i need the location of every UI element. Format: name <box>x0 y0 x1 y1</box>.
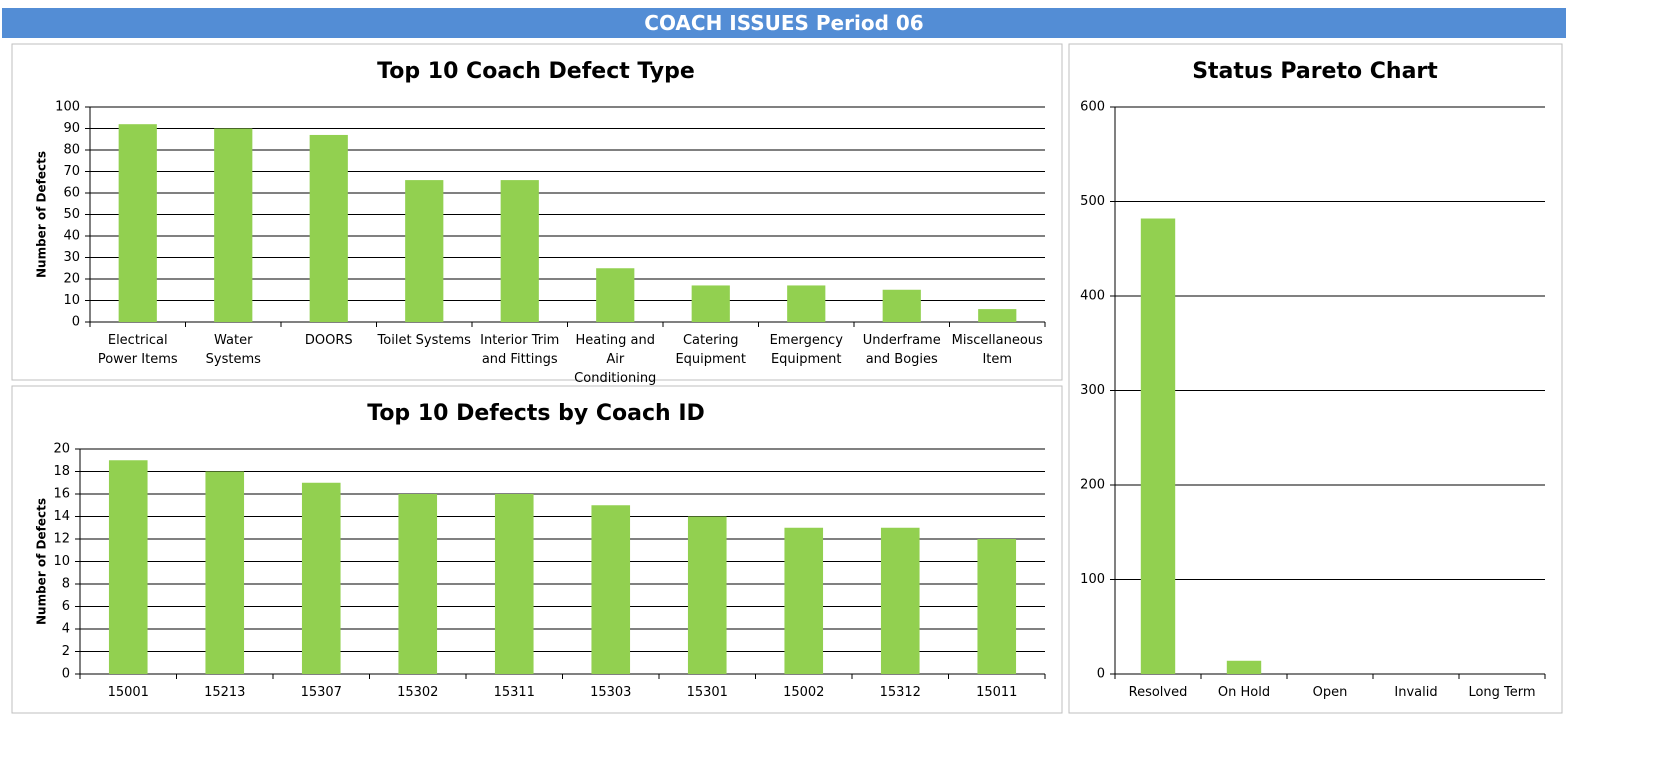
y-tick-label: 0 <box>1097 667 1105 682</box>
y-tick-label: 16 <box>53 487 70 502</box>
y-tick-label: 70 <box>63 164 80 179</box>
y-tick-label: 400 <box>1080 289 1105 304</box>
x-tick-label: Electrical Power Items <box>97 333 178 367</box>
x-tick-label: Invalid <box>1394 685 1438 700</box>
bar <box>787 285 826 322</box>
x-tick-label: 15011 <box>976 685 1018 700</box>
y-tick-label: 20 <box>53 442 70 457</box>
x-tick-label: Interior Trim and Fittings <box>480 333 560 367</box>
chart-title: Top 10 Coach Defect Type <box>377 59 695 84</box>
bar <box>784 527 824 674</box>
y-tick-label: 14 <box>53 509 70 524</box>
y-tick-label: 12 <box>53 532 70 547</box>
bar <box>301 482 341 674</box>
chart-title: Status Pareto Chart <box>1192 59 1438 84</box>
y-axis-label: Number of Defects <box>35 498 49 625</box>
x-tick-label: Long Term <box>1468 685 1536 700</box>
bar <box>687 516 727 674</box>
y-tick-label: 0 <box>72 315 80 330</box>
x-tick-label: Underframe and Bogies <box>862 333 941 367</box>
bar <box>591 505 631 674</box>
x-tick-label: 15213 <box>204 685 246 700</box>
x-tick-label: 15002 <box>783 685 825 700</box>
bar <box>309 134 348 322</box>
y-tick-label: 20 <box>63 272 80 287</box>
x-tick-label: Resolved <box>1128 685 1188 700</box>
x-tick-label: Emergency Equipment <box>769 333 843 367</box>
y-tick-label: 600 <box>1080 100 1105 115</box>
bar <box>108 460 148 674</box>
bar <box>205 471 245 674</box>
y-tick-label: 200 <box>1080 478 1105 493</box>
bar <box>118 124 157 322</box>
bar <box>1226 660 1262 674</box>
bar <box>1140 218 1176 674</box>
bar <box>882 289 921 322</box>
x-tick-label: On Hold <box>1217 685 1271 700</box>
x-tick-label: 15001 <box>107 685 149 700</box>
bar <box>500 180 539 322</box>
y-tick-label: 10 <box>63 293 80 308</box>
y-tick-label: 18 <box>53 464 70 479</box>
y-tick-label: 2 <box>62 644 70 659</box>
y-tick-label: 0 <box>62 667 70 682</box>
bar <box>214 128 253 322</box>
x-tick-label: 15302 <box>397 685 439 700</box>
bar <box>405 180 444 322</box>
x-tick-label: 15301 <box>686 685 728 700</box>
y-tick-label: 80 <box>63 143 80 158</box>
y-tick-label: 90 <box>63 121 80 136</box>
y-tick-label: 100 <box>55 100 80 115</box>
y-tick-label: 500 <box>1080 194 1105 209</box>
y-tick-label: 40 <box>63 229 80 244</box>
dashboard-title: COACH ISSUES Period 06 <box>2 8 1566 38</box>
x-tick-label: Heating and Air Conditioning <box>574 333 657 386</box>
y-tick-label: 10 <box>53 554 70 569</box>
x-tick-label: Miscellaneous Item <box>951 333 1043 367</box>
y-tick-label: 8 <box>62 577 70 592</box>
x-tick-label: DOORS <box>304 333 353 348</box>
bar <box>596 268 635 322</box>
y-axis-label: Number of Defects <box>35 151 49 278</box>
bar <box>398 494 438 674</box>
x-tick-label: 15307 <box>300 685 342 700</box>
x-tick-label: 15312 <box>879 685 921 700</box>
y-tick-label: 50 <box>63 207 80 222</box>
bar <box>978 309 1017 322</box>
x-tick-label: Open <box>1312 685 1348 700</box>
y-tick-label: 60 <box>63 186 80 201</box>
x-tick-label: 15303 <box>590 685 632 700</box>
x-tick-label: Catering Equipment <box>675 333 747 367</box>
y-tick-label: 300 <box>1080 383 1105 398</box>
x-tick-label: Toilet Systems <box>377 333 471 348</box>
bar <box>977 539 1017 674</box>
bar <box>494 494 534 674</box>
x-tick-label: Water Systems <box>205 333 261 367</box>
y-tick-label: 6 <box>62 599 70 614</box>
y-tick-label: 100 <box>1080 572 1105 587</box>
bar <box>880 527 920 674</box>
y-tick-label: 30 <box>63 250 80 265</box>
chart-title: Top 10 Defects by Coach ID <box>367 401 705 426</box>
y-tick-label: 4 <box>62 622 70 637</box>
bar <box>691 285 730 322</box>
x-tick-label: 15311 <box>493 685 535 700</box>
